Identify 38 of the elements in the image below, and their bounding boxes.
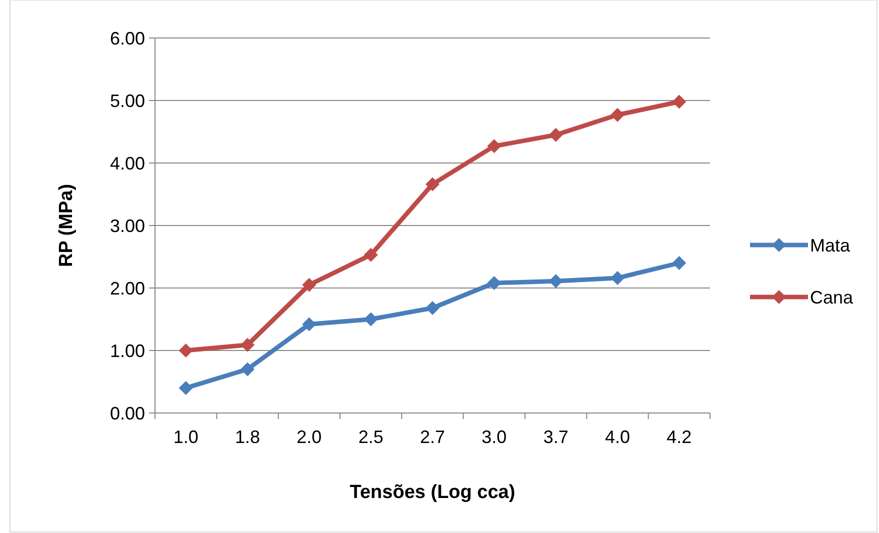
x-tick-label: 4.0 bbox=[604, 427, 630, 447]
point bbox=[178, 344, 193, 358]
point bbox=[672, 256, 686, 270]
x-tick-label: 1.0 bbox=[173, 427, 198, 447]
point bbox=[178, 381, 193, 395]
point bbox=[487, 139, 502, 154]
legend-label: Mata bbox=[810, 235, 852, 256]
x-tick-label: 1.8 bbox=[234, 427, 260, 447]
point bbox=[610, 271, 624, 285]
point bbox=[548, 274, 563, 288]
y-axis-title: RP (MPa) bbox=[56, 184, 77, 268]
point bbox=[364, 312, 378, 326]
point bbox=[240, 362, 254, 376]
point bbox=[487, 276, 502, 290]
x-tick-label: 3.7 bbox=[543, 427, 568, 447]
point bbox=[240, 338, 254, 352]
point bbox=[610, 108, 624, 122]
point bbox=[548, 128, 563, 142]
x-axis-title: Tensões (Log cca) bbox=[350, 482, 516, 503]
y-tick-label: 1.00 bbox=[110, 340, 145, 361]
point bbox=[672, 94, 686, 109]
point bbox=[302, 317, 316, 332]
y-tick-label: 2.00 bbox=[110, 278, 145, 298]
x-tick-label: 3.0 bbox=[482, 427, 507, 447]
y-tick-label: 6.00 bbox=[110, 28, 145, 48]
y-tick-label: 0.00 bbox=[110, 403, 145, 424]
legend-label: Cana bbox=[810, 287, 854, 308]
x-tick-label: 2.5 bbox=[358, 427, 384, 447]
y-tick-label: 4.00 bbox=[110, 153, 145, 174]
y-tick-label: 3.00 bbox=[110, 216, 145, 236]
point bbox=[426, 301, 440, 315]
x-tick-label: 2.0 bbox=[296, 427, 322, 447]
point bbox=[302, 278, 316, 292]
point bbox=[426, 177, 440, 192]
x-tick-label: 2.7 bbox=[420, 427, 446, 447]
point bbox=[364, 248, 378, 262]
y-tick-label: 5.00 bbox=[110, 90, 145, 111]
x-tick-label: 4.2 bbox=[666, 427, 692, 447]
